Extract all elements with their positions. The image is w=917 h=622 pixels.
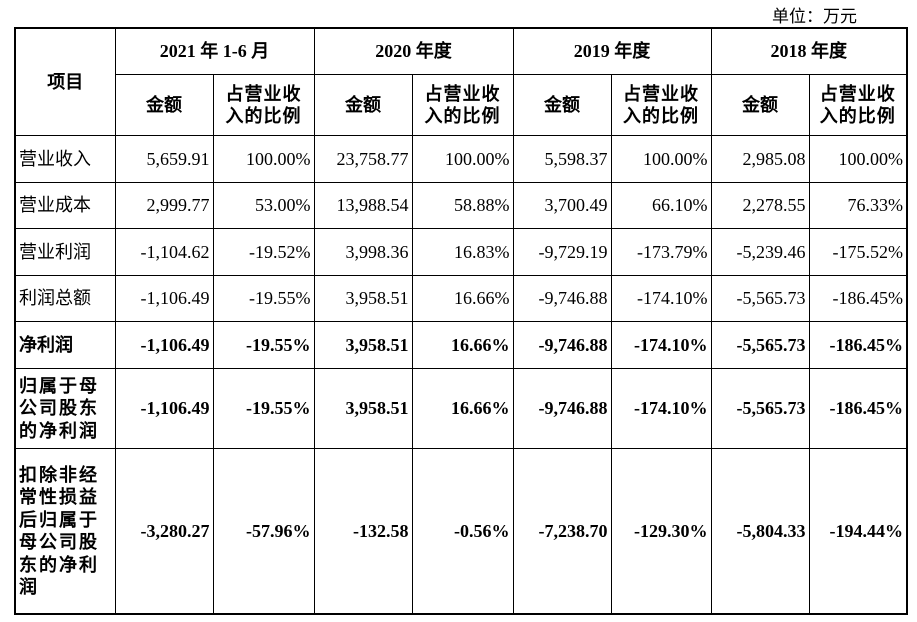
amount-cell: 3,700.49 bbox=[512, 181, 612, 230]
table-row: 扣除非经常性损益后归属于母公司股东的净利润 -3,280.27 -57.96% -13… bbox=[14, 448, 908, 616]
ratio-cell: -19.55% bbox=[212, 274, 315, 323]
corner-header: 项目 bbox=[14, 26, 116, 136]
row-label: 营业收入 bbox=[14, 134, 116, 183]
ratio-cell: -19.55% bbox=[212, 368, 315, 450]
amount-cell: -5,565.73 bbox=[710, 368, 810, 450]
row-label: 营业成本 bbox=[14, 181, 116, 230]
ratio-cell: 58.88% bbox=[411, 181, 514, 230]
amount-cell: -9,746.88 bbox=[512, 368, 612, 450]
period-header: 2018 年度 bbox=[710, 27, 908, 76]
ratio-cell: -194.44% bbox=[808, 448, 908, 616]
period-header: 2020 年度 bbox=[313, 27, 514, 76]
ratio-cell: -186.45% bbox=[808, 321, 908, 370]
amount-cell: -9,729.19 bbox=[512, 228, 612, 276]
ratio-cell: -173.79% bbox=[610, 228, 712, 276]
ratio-cell: 53.00% bbox=[212, 181, 315, 230]
amount-cell: 3,958.51 bbox=[313, 368, 413, 450]
table-row: 净利润 -1,106.49 -19.55% 3,958.51 16.66% -9,746.… bbox=[14, 321, 908, 370]
unit-label: 单位：万元 bbox=[772, 7, 857, 26]
amount-cell: 2,278.55 bbox=[710, 181, 810, 230]
ratio-cell: -19.55% bbox=[212, 321, 315, 370]
ratio-cell: -0.56% bbox=[411, 448, 514, 616]
amount-cell: -1,106.49 bbox=[114, 368, 214, 450]
amount-cell: -5,565.73 bbox=[710, 321, 810, 370]
ratio-cell: -174.10% bbox=[610, 368, 712, 450]
amount-header: 金额 bbox=[512, 74, 612, 136]
amount-cell: -3,280.27 bbox=[114, 448, 214, 616]
table-row: 营业利润 -1,104.62 -19.52% 3,998.36 16.83% -9,729… bbox=[14, 228, 908, 276]
ratio-cell: -19.52% bbox=[212, 228, 315, 276]
amount-cell: 13,988.54 bbox=[313, 181, 413, 230]
row-label: 利润总额 bbox=[14, 274, 116, 323]
financial-table: 项目 2021 年 1-6 月 2020 年度 2019 年度 2018 年度 … bbox=[14, 26, 908, 616]
row-label: 净利润 bbox=[14, 321, 116, 370]
amount-cell: 5,659.91 bbox=[114, 134, 214, 183]
period-header: 2021 年 1-6 月 bbox=[114, 27, 315, 76]
amount-cell: 3,958.51 bbox=[313, 274, 413, 323]
amount-cell: -9,746.88 bbox=[512, 274, 612, 323]
ratio-header: 占营业收入的比例 bbox=[411, 74, 514, 136]
amount-header: 金额 bbox=[710, 74, 810, 136]
ratio-header: 占营业收入的比例 bbox=[808, 74, 908, 136]
ratio-cell: 16.83% bbox=[411, 228, 514, 276]
period-header: 2019 年度 bbox=[512, 27, 712, 76]
amount-cell: -5,239.46 bbox=[710, 228, 810, 276]
amount-cell: 2,999.77 bbox=[114, 181, 214, 230]
ratio-header: 占营业收入的比例 bbox=[212, 74, 315, 136]
ratio-cell: -186.45% bbox=[808, 274, 908, 323]
amount-cell: -5,804.33 bbox=[710, 448, 810, 616]
table-row: 归属于母公司股东的净利润 -1,106.49 -19.55% 3,958.51 16.6… bbox=[14, 368, 908, 450]
ratio-cell: 76.33% bbox=[808, 181, 908, 230]
ratio-cell: 100.00% bbox=[610, 134, 712, 183]
table-row: 营业收入 5,659.91 100.00% 23,758.77 100.00% 5,598… bbox=[14, 134, 908, 183]
row-label: 营业利润 bbox=[14, 228, 116, 276]
amount-header: 金额 bbox=[313, 74, 413, 136]
amount-cell: -5,565.73 bbox=[710, 274, 810, 323]
ratio-cell: -129.30% bbox=[610, 448, 712, 616]
amount-cell: 23,758.77 bbox=[313, 134, 413, 183]
amount-header: 金额 bbox=[114, 74, 214, 136]
amount-cell: -7,238.70 bbox=[512, 448, 612, 616]
ratio-cell: 100.00% bbox=[411, 134, 514, 183]
ratio-cell: 16.66% bbox=[411, 321, 514, 370]
row-label: 扣除非经常性损益后归属于母公司股东的净利润 bbox=[14, 448, 116, 616]
ratio-cell: 16.66% bbox=[411, 274, 514, 323]
ratio-cell: 16.66% bbox=[411, 368, 514, 450]
ratio-cell: -57.96% bbox=[212, 448, 315, 616]
ratio-cell: -175.52% bbox=[808, 228, 908, 276]
ratio-cell: -186.45% bbox=[808, 368, 908, 450]
ratio-cell: 100.00% bbox=[212, 134, 315, 183]
amount-cell: 3,958.51 bbox=[313, 321, 413, 370]
amount-cell: -132.58 bbox=[313, 448, 413, 616]
row-label: 归属于母公司股东的净利润 bbox=[14, 368, 116, 450]
amount-cell: -1,106.49 bbox=[114, 274, 214, 323]
amount-cell: -1,106.49 bbox=[114, 321, 214, 370]
ratio-cell: -174.10% bbox=[610, 321, 712, 370]
amount-cell: -1,104.62 bbox=[114, 228, 214, 276]
ratio-header: 占营业收入的比例 bbox=[610, 74, 712, 136]
amount-cell: 3,998.36 bbox=[313, 228, 413, 276]
ratio-cell: -174.10% bbox=[610, 274, 712, 323]
ratio-cell: 100.00% bbox=[808, 134, 908, 183]
amount-cell: -9,746.88 bbox=[512, 321, 612, 370]
amount-cell: 2,985.08 bbox=[710, 134, 810, 183]
ratio-cell: 66.10% bbox=[610, 181, 712, 230]
amount-cell: 5,598.37 bbox=[512, 134, 612, 183]
table-row: 利润总额 -1,106.49 -19.55% 3,958.51 16.66% -9,746… bbox=[14, 274, 908, 323]
table-row: 营业成本 2,999.77 53.00% 13,988.54 58.88% 3,700.4… bbox=[14, 181, 908, 230]
